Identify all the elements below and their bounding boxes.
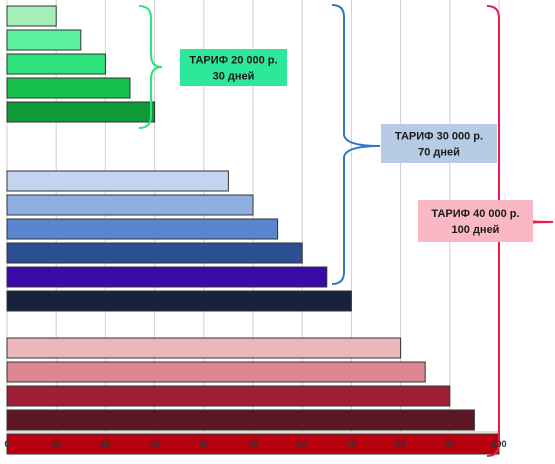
bar: [6, 385, 451, 407]
tariff-label-box: [180, 49, 287, 86]
bar: [6, 170, 229, 192]
bar: [6, 242, 303, 264]
tariff-label-title: ТАРИФ 20 000 р.: [189, 55, 277, 67]
bar: [6, 266, 328, 288]
tariff-label-duration: 70 дней: [418, 147, 460, 159]
bar: [6, 290, 352, 312]
x-tick-label: 80: [396, 439, 406, 449]
x-tick-label: 70: [346, 439, 356, 449]
x-tick-label: 0: [4, 439, 9, 449]
bar: [6, 5, 57, 27]
bar: [6, 337, 402, 359]
x-tick-label: 50: [248, 439, 258, 449]
x-tick-label: 60: [297, 439, 307, 449]
group-labels: ТАРИФ 20 000 р. 30 дней ТАРИФ 30 000 р. 70 …: [180, 49, 533, 242]
tariff-label-title: ТАРИФ 30 000 р.: [395, 131, 483, 143]
group-bracket: [138, 5, 163, 129]
tariff-label-duration: 100 дней: [452, 224, 500, 236]
tariff-label-box: [381, 124, 497, 163]
x-axis-ticks: 0 10 20 30 40 50 60 70 80 90 100: [4, 439, 506, 449]
bar: [6, 194, 254, 216]
bar: [6, 409, 475, 431]
group-bracket: [486, 5, 554, 457]
x-tick-label: 40: [199, 439, 209, 449]
bar: [6, 53, 106, 75]
bars: [6, 5, 500, 455]
tariff-label-box: [418, 200, 533, 242]
x-tick-label: 100: [491, 439, 506, 449]
group-bracket: [331, 4, 381, 285]
bar: [6, 29, 82, 51]
bar: [6, 218, 279, 240]
tariff-label-duration: 30 дней: [213, 71, 255, 83]
bar: [6, 361, 426, 383]
tariff-label-title: ТАРИФ 40 000 р.: [431, 208, 519, 220]
group-brackets: [138, 4, 554, 457]
x-tick-label: 10: [51, 439, 61, 449]
x-tick-label: 30: [150, 439, 160, 449]
bar: [6, 101, 156, 123]
x-tick-label: 90: [445, 439, 455, 449]
x-tick-label: 20: [100, 439, 110, 449]
bar: [6, 77, 131, 99]
